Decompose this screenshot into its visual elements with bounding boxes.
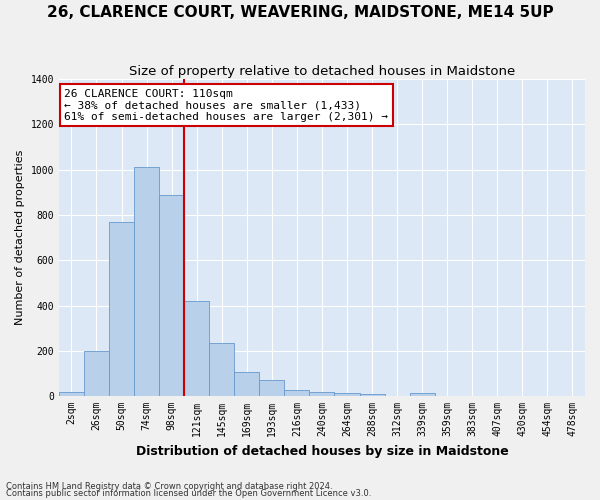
Bar (184, 301, 209, 396)
Bar (234, 372, 259, 396)
Bar (109, 222, 134, 396)
Bar (159, 194, 184, 396)
X-axis label: Distribution of detached houses by size in Maidstone: Distribution of detached houses by size … (136, 444, 508, 458)
Bar (59, 392, 84, 396)
Text: 26 CLARENCE COURT: 110sqm
← 38% of detached houses are smaller (1,433)
61% of se: 26 CLARENCE COURT: 110sqm ← 38% of detac… (64, 88, 388, 122)
Bar (259, 380, 284, 396)
Bar (134, 168, 159, 396)
Text: Contains public sector information licensed under the Open Government Licence v3: Contains public sector information licen… (6, 490, 371, 498)
Bar (84, 351, 109, 396)
Bar (209, 343, 234, 396)
Bar (334, 394, 359, 396)
Bar (410, 392, 434, 396)
Bar (359, 394, 385, 396)
Y-axis label: Number of detached properties: Number of detached properties (15, 150, 25, 326)
Bar (284, 390, 310, 396)
Text: 26, CLARENCE COURT, WEAVERING, MAIDSTONE, ME14 5UP: 26, CLARENCE COURT, WEAVERING, MAIDSTONE… (47, 5, 553, 20)
Bar (310, 392, 334, 396)
Title: Size of property relative to detached houses in Maidstone: Size of property relative to detached ho… (129, 65, 515, 78)
Text: Contains HM Land Registry data © Crown copyright and database right 2024.: Contains HM Land Registry data © Crown c… (6, 482, 332, 491)
